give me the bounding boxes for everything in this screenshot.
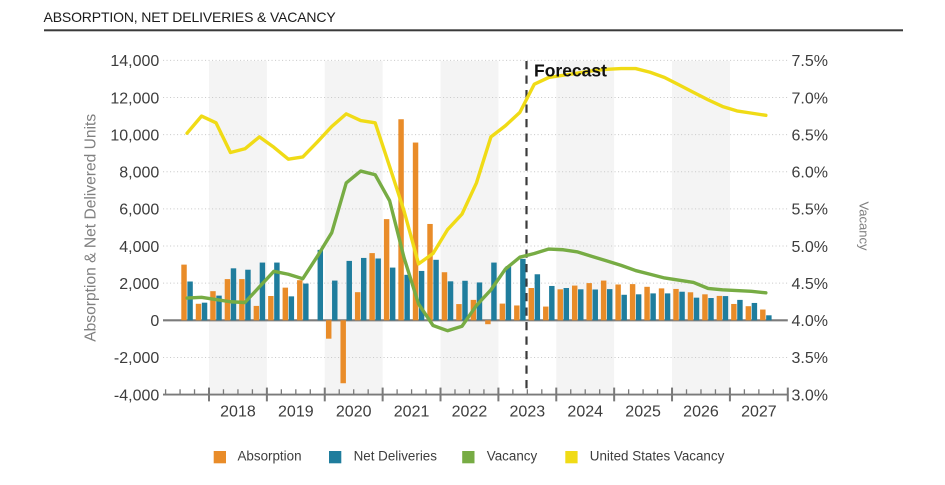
- svg-text:2018: 2018: [220, 403, 256, 420]
- svg-text:2027: 2027: [741, 403, 777, 420]
- svg-text:6.5%: 6.5%: [792, 127, 828, 144]
- svg-text:Forecast: Forecast: [534, 60, 607, 80]
- svg-text:10,000: 10,000: [110, 127, 159, 144]
- svg-text:3.0%: 3.0%: [792, 387, 828, 404]
- svg-text:Absorption & Net Delivered Uni: Absorption & Net Delivered Units: [83, 114, 100, 342]
- svg-text:7.5%: 7.5%: [792, 53, 828, 70]
- svg-text:0: 0: [150, 313, 159, 330]
- svg-text:ABSORPTION, NET DELIVERIES & V: ABSORPTION, NET DELIVERIES & VACANCY: [44, 9, 337, 25]
- svg-text:2022: 2022: [452, 403, 488, 420]
- svg-text:Vacancy: Vacancy: [857, 202, 872, 251]
- svg-text:2020: 2020: [336, 403, 372, 420]
- svg-text:Net Deliveries: Net Deliveries: [354, 449, 438, 464]
- svg-text:4,000: 4,000: [119, 239, 159, 256]
- svg-text:5.0%: 5.0%: [792, 239, 828, 256]
- svg-text:2,000: 2,000: [119, 276, 159, 293]
- svg-text:7.0%: 7.0%: [792, 90, 828, 107]
- svg-text:4.0%: 4.0%: [792, 313, 828, 330]
- svg-text:2026: 2026: [683, 403, 719, 420]
- svg-text:6,000: 6,000: [119, 202, 159, 219]
- svg-text:4.5%: 4.5%: [792, 276, 828, 293]
- svg-text:2019: 2019: [278, 403, 314, 420]
- svg-text:2025: 2025: [625, 403, 661, 420]
- svg-text:-2,000: -2,000: [114, 350, 159, 367]
- svg-text:12,000: 12,000: [110, 90, 159, 107]
- svg-text:Vacancy: Vacancy: [487, 449, 538, 464]
- svg-text:14,000: 14,000: [110, 53, 159, 70]
- svg-text:3.5%: 3.5%: [792, 350, 828, 367]
- svg-text:2023: 2023: [510, 403, 546, 420]
- svg-text:-4,000: -4,000: [114, 387, 159, 404]
- svg-text:6.0%: 6.0%: [792, 165, 828, 182]
- svg-text:8,000: 8,000: [119, 165, 159, 182]
- svg-text:2024: 2024: [567, 403, 603, 420]
- svg-text:Absorption: Absorption: [238, 449, 302, 464]
- svg-text:5.5%: 5.5%: [792, 202, 828, 219]
- svg-text:2021: 2021: [394, 403, 430, 420]
- svg-text:United States Vacancy: United States Vacancy: [590, 449, 725, 464]
